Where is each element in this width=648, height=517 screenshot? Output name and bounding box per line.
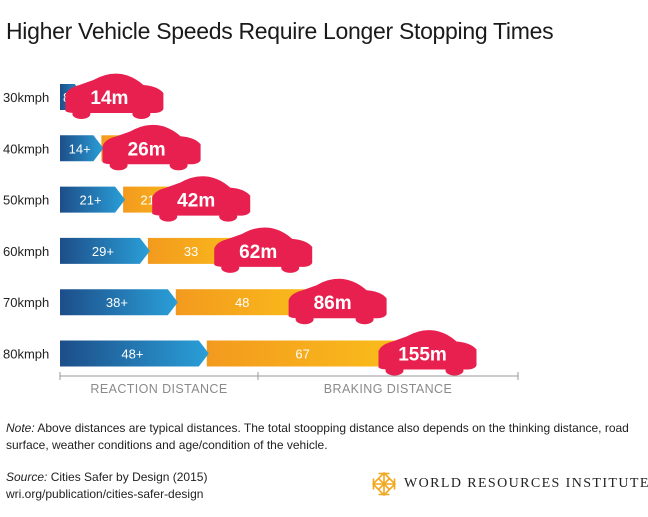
reaction-bar [60,135,104,162]
speed-label: 40kmph [3,141,49,156]
logo-text: WORLD RESOURCES INSTITUTE [404,476,648,491]
car-wheel [295,314,314,325]
car-body [214,227,313,267]
speed-label: 30kmph [3,90,49,105]
reaction-value-label: 48+ [121,347,143,362]
car-wheel [219,211,238,222]
car-wheel [281,262,300,273]
legend-reaction-distance: REACTION DISTANCE [90,382,227,396]
stopping-distance-chart: 30kmph8+614m40kmph14+1226m50kmph21+2142m… [3,73,519,396]
braking-value-label: 33 [184,244,198,259]
speed-label: 70kmph [3,295,49,310]
car-wheel [355,314,374,325]
reaction-bar [60,237,150,264]
car-wheel [132,109,151,119]
car-body [288,278,387,319]
reaction-bar [60,186,126,213]
car-wheel [221,262,240,273]
car-total-marker: 86m [288,278,387,325]
braking-value-label: 21 [140,193,154,208]
car-wheel [159,211,178,222]
braking-value-label: 48 [235,295,249,310]
car-wheel [445,365,464,376]
car-body [152,176,251,216]
car-wheel [72,109,91,119]
note-text: Above distances are typical distances. T… [6,421,629,452]
reaction-value-label: 21+ [80,193,102,208]
reaction-bar [60,289,178,316]
wri-lattice-icon [372,472,396,496]
note: Note: Above distances are typical distan… [6,420,636,454]
note-label: Note: [6,421,35,435]
source-url[interactable]: wri.org/publication/cities-safer-design [6,487,204,501]
source-label: Source: [6,470,48,484]
car-body [102,124,201,165]
car-total-marker: 155m [378,330,477,376]
car-total-marker: 14m [65,73,164,119]
car-wheel [169,160,188,171]
car-body [65,73,164,113]
car-total-marker: 62m [214,227,313,273]
reaction-bar [60,340,209,367]
total-distance-label: 14m [90,88,128,109]
wri-logo: WORLD RESOURCES INSTITUTE [372,472,648,496]
reaction-value-label: 29+ [92,244,114,259]
total-distance-label: 42m [177,191,215,212]
source: Source: Cities Safer by Design (2015) wr… [6,469,207,503]
page-title: Higher Vehicle Speeds Require Longer Sto… [6,18,554,44]
source-text: Cities Safer by Design (2015) [50,470,208,484]
total-distance-label: 62m [239,242,277,263]
car-wheel [109,160,128,171]
reaction-value-label: 14+ [69,141,91,156]
total-distance-label: 86m [314,293,352,314]
reaction-value-label: 38+ [106,295,128,310]
legend-braking-distance: BRAKING DISTANCE [324,382,452,396]
speed-label: 50kmph [3,193,49,208]
car-body [378,330,477,370]
total-distance-label: 26m [128,139,166,160]
speed-label: 80kmph [3,347,49,362]
car-wheel [385,365,404,376]
total-distance-label: 155m [398,345,447,366]
car-total-marker: 42m [152,176,251,222]
car-total-marker: 26m [102,124,201,171]
braking-value-label: 67 [295,347,309,362]
speed-label: 60kmph [3,244,49,259]
